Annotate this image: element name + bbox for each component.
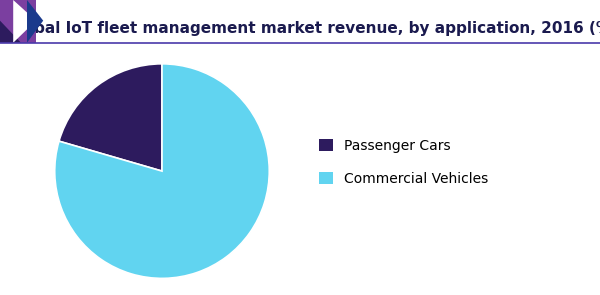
Legend: Passenger Cars, Commercial Vehicles: Passenger Cars, Commercial Vehicles xyxy=(319,139,488,186)
Text: Global IoT fleet management market revenue, by application, 2016 (%): Global IoT fleet management market reven… xyxy=(6,21,600,36)
Wedge shape xyxy=(59,64,162,171)
Wedge shape xyxy=(55,64,269,278)
